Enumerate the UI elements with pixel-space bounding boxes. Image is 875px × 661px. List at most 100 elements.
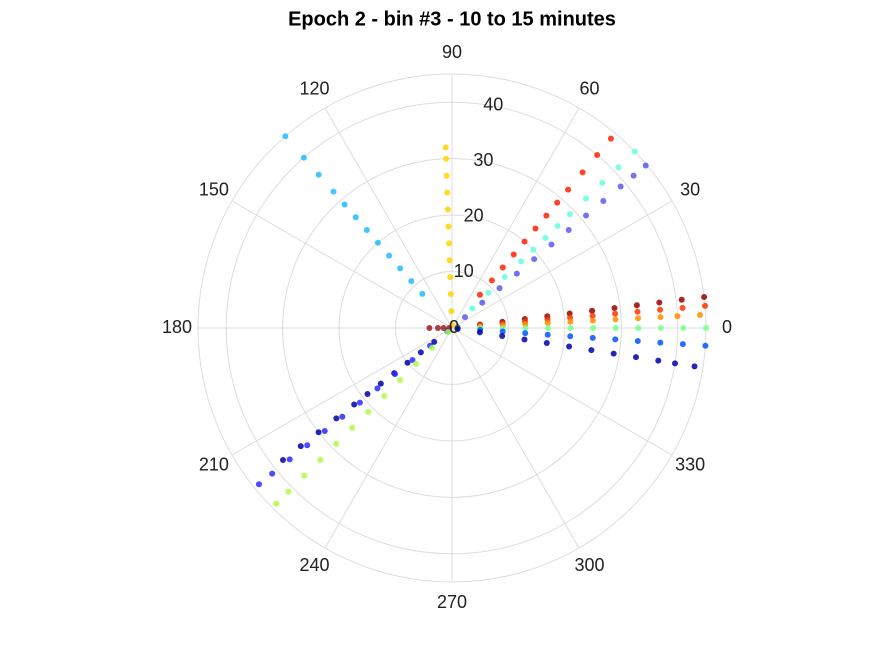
theta-tick-label: 270 — [437, 592, 467, 612]
grid-spoke — [324, 107, 453, 329]
point — [444, 189, 451, 196]
point — [461, 314, 468, 321]
point — [499, 328, 506, 335]
point — [589, 312, 596, 319]
point — [542, 234, 549, 241]
theta-tick-label: 120 — [299, 79, 329, 99]
point — [630, 172, 637, 179]
point — [679, 341, 686, 348]
point — [476, 291, 483, 298]
point — [589, 317, 596, 324]
point — [590, 325, 597, 331]
point — [444, 206, 451, 213]
point — [632, 354, 639, 361]
point — [510, 251, 517, 258]
point — [657, 339, 664, 346]
point — [501, 274, 508, 281]
point — [582, 195, 589, 202]
point — [447, 274, 454, 281]
point — [543, 340, 550, 347]
point — [610, 350, 617, 357]
point — [446, 240, 453, 247]
point — [440, 325, 447, 331]
point — [697, 312, 704, 319]
point — [634, 337, 641, 344]
point — [532, 225, 539, 232]
point — [657, 314, 664, 321]
point — [352, 214, 359, 221]
point — [304, 442, 311, 449]
point — [565, 186, 572, 193]
point — [521, 336, 528, 343]
point — [397, 376, 404, 383]
point — [443, 155, 450, 162]
point — [447, 291, 454, 298]
point — [397, 265, 404, 272]
point — [701, 294, 708, 301]
point — [448, 308, 455, 315]
theta-tick-label: 330 — [675, 454, 705, 474]
r-tick-label: 10 — [454, 261, 474, 281]
point — [349, 424, 356, 431]
point — [566, 211, 573, 218]
point — [612, 336, 619, 343]
point — [678, 296, 685, 303]
point — [589, 307, 596, 314]
point — [671, 360, 678, 367]
point — [565, 227, 572, 234]
point — [333, 440, 340, 447]
theta-tick-label: 300 — [574, 555, 604, 575]
point — [513, 270, 520, 277]
point — [657, 325, 664, 331]
point — [589, 334, 596, 341]
theta-tick-label: 240 — [299, 555, 329, 575]
grid-spoke — [231, 200, 453, 329]
point — [530, 246, 537, 253]
point — [356, 399, 363, 406]
point — [297, 443, 304, 450]
point — [351, 401, 358, 408]
point — [339, 413, 346, 420]
point — [518, 258, 525, 265]
point — [333, 415, 340, 422]
point — [522, 330, 529, 337]
grid-spoke — [451, 200, 673, 329]
point — [279, 457, 286, 464]
point — [269, 470, 276, 477]
point — [273, 500, 280, 507]
point — [583, 212, 590, 219]
point — [655, 357, 662, 364]
point — [301, 472, 308, 479]
point — [566, 343, 573, 350]
point — [617, 183, 624, 190]
point — [469, 305, 476, 312]
point — [499, 264, 506, 271]
point — [522, 325, 529, 331]
point — [611, 305, 618, 312]
point — [544, 331, 551, 338]
point — [588, 347, 595, 354]
point — [341, 201, 348, 208]
point — [479, 299, 486, 306]
grid-spoke — [451, 327, 673, 456]
theta-tick-label: 180 — [162, 317, 192, 337]
point — [330, 188, 337, 195]
point — [286, 456, 293, 463]
point — [680, 325, 687, 331]
point — [386, 252, 393, 259]
point — [426, 325, 433, 331]
point — [548, 241, 555, 248]
point — [691, 363, 698, 370]
point — [657, 306, 664, 313]
point — [434, 325, 441, 331]
point — [417, 349, 424, 356]
point — [607, 135, 614, 142]
point — [408, 278, 415, 285]
point — [544, 325, 551, 331]
theta-tick-label: 210 — [199, 454, 229, 474]
point — [445, 328, 452, 335]
point — [317, 456, 324, 463]
point — [321, 428, 328, 435]
point — [674, 313, 681, 320]
